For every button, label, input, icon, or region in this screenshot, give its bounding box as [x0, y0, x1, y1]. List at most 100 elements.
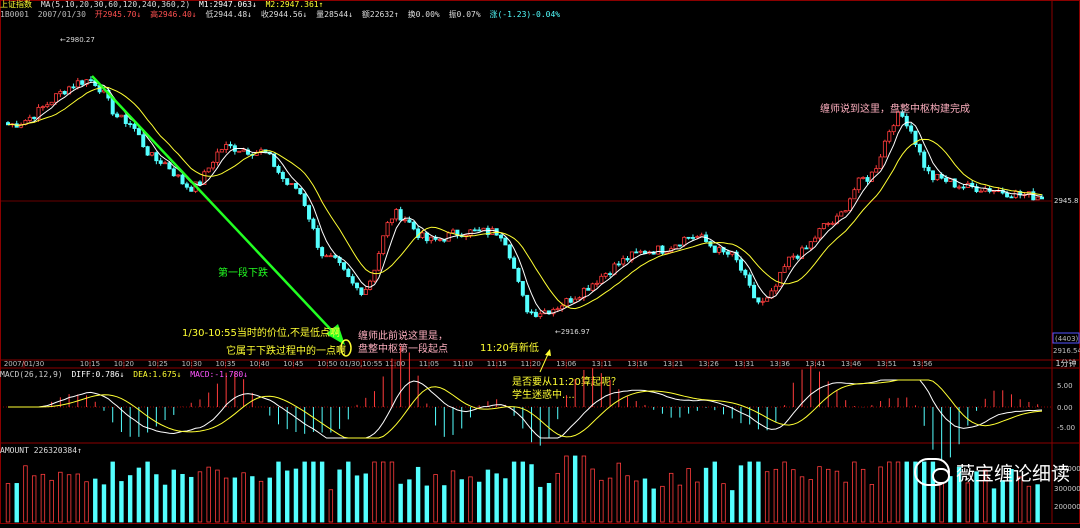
dea-line [8, 379, 1043, 439]
candle-down [141, 134, 146, 148]
candle-up [389, 218, 394, 224]
candle-up [852, 189, 857, 200]
amount-bar [791, 469, 796, 523]
time-tick-label: 13:36 [770, 360, 791, 368]
amount-bar [1017, 476, 1023, 523]
amount-label: AMOUNT 226320384↑ [0, 446, 82, 455]
amount-bar [258, 480, 264, 523]
candle-up [19, 124, 24, 128]
amount-bar [1026, 485, 1032, 523]
candle-down [660, 245, 665, 254]
candle-up [163, 162, 168, 165]
time-tick-label: 11:00 [385, 360, 405, 368]
candle-up [874, 168, 879, 173]
candle-up [538, 313, 543, 317]
candle-down [167, 162, 172, 170]
macd-label: MACD(26,12,9) [0, 370, 63, 379]
candle-down [32, 116, 37, 119]
period-label: 1分钟 [1055, 358, 1076, 368]
amount-bar [887, 461, 892, 523]
amount-bar [363, 473, 368, 523]
candle-down [616, 263, 621, 266]
time-tick-label: 10:35 [216, 360, 236, 368]
wechat-icon [913, 458, 950, 486]
candle-up [394, 209, 399, 220]
candle-up [773, 285, 778, 292]
amount-bar [162, 484, 168, 523]
time-tick-label: 13:41 [805, 360, 825, 368]
candle-up [957, 186, 962, 189]
candle-down [568, 298, 573, 303]
candle-down [734, 251, 739, 261]
amount-bar [782, 461, 787, 523]
candle-up [176, 174, 181, 177]
amount-bar [625, 475, 630, 523]
candle-down [315, 228, 320, 248]
amount-bar [389, 461, 395, 523]
annotation-question-b: 学生迷惑中.... [512, 388, 575, 401]
candle-down [320, 247, 325, 257]
candle-down [180, 174, 185, 185]
diff-value: DIFF:0.786↓ [71, 370, 125, 379]
annotation-1055-b: 它属于下跌过程中的一点啊 [226, 344, 346, 357]
candle-down [424, 232, 429, 242]
candle-up [75, 80, 80, 88]
candle-down [145, 146, 150, 156]
amount-bar [572, 455, 578, 523]
candle-up [149, 152, 154, 156]
amount-bar [223, 477, 229, 523]
annotation-1055-a: 1/30-10:55当时的价位,不是低点啊 [182, 326, 340, 339]
candle-up [621, 258, 626, 265]
candle-up [564, 298, 569, 307]
candle-down [516, 267, 521, 282]
candle-up [36, 106, 41, 119]
candle-down [752, 284, 757, 299]
amount-bar [686, 468, 691, 523]
candle-up [49, 101, 54, 106]
candle-down [507, 244, 512, 259]
candle-down [634, 251, 639, 254]
candle-down [346, 268, 351, 277]
candle-down [743, 269, 748, 276]
amount-bar [145, 461, 150, 523]
amount-bar [511, 461, 517, 523]
candle-up [786, 256, 791, 268]
candle-down [917, 144, 922, 153]
candle-down [795, 255, 800, 259]
macd-value: MACD:-1.780↓ [190, 370, 249, 379]
amount-bar [110, 461, 115, 523]
candle-up [368, 280, 373, 290]
candle-up [551, 308, 556, 315]
candle-down [472, 229, 477, 232]
amount-bar [503, 478, 508, 523]
amount-bar [468, 476, 473, 523]
amount-bar [712, 461, 717, 523]
amount-bar [660, 485, 665, 523]
amount-bar [119, 481, 124, 523]
amount-bars [5, 455, 1040, 523]
info-code: 1B0001 [0, 10, 29, 19]
amount-bar [424, 485, 430, 523]
candle-down [154, 152, 159, 162]
candle-down [944, 177, 949, 182]
amount-bar [171, 469, 176, 523]
time-tick-label: 11:15 [487, 360, 507, 368]
candle-down [1009, 196, 1014, 199]
amount-bar [634, 480, 639, 523]
candle-up [848, 198, 853, 212]
candle-down [913, 130, 918, 145]
amount-bar [180, 473, 185, 523]
candle-down [512, 257, 517, 269]
amount-bar [494, 473, 499, 523]
amount-bar [581, 455, 587, 523]
candle-up [817, 228, 822, 239]
time-tick-label: 11:10 [453, 360, 473, 368]
index-name: 上证指数 [0, 0, 32, 9]
candle-down [88, 79, 93, 82]
candle-up [202, 171, 207, 185]
candle-down [974, 186, 979, 192]
candle-down [712, 245, 717, 253]
candle-up [978, 190, 983, 193]
amount-bar [843, 481, 848, 523]
candle-up [856, 177, 861, 191]
